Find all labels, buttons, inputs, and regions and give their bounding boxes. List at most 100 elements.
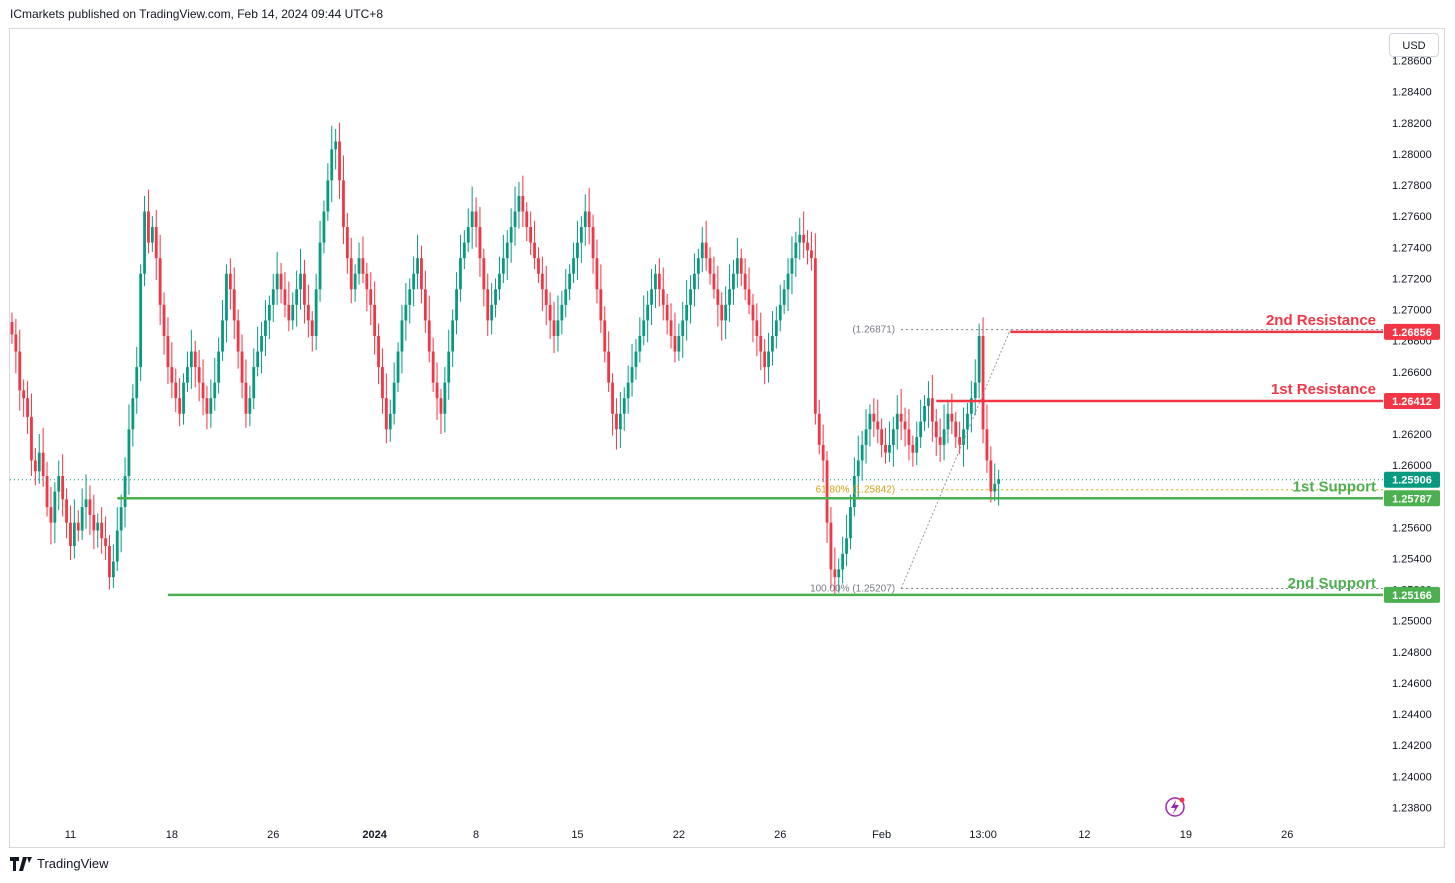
candle-body [919,421,923,438]
current-price-tag-label: 1.25906 [1392,475,1432,487]
candle-body [911,444,915,453]
candle-body [864,429,868,445]
candle-body [439,398,443,414]
candle-body [650,289,653,305]
candle-body [556,320,560,336]
candle-body [802,234,806,243]
candle-body [786,273,790,290]
candle-body [599,289,603,321]
candle-body [537,258,540,274]
candle-body [989,460,993,492]
candle-body [342,180,345,228]
price-tag-2nd-resistance [1384,323,1440,340]
candle-body [938,437,942,445]
candle-body [626,382,630,399]
candle-body [509,227,513,243]
candle-body [927,398,930,406]
price-tag-2nd-support-label: 1.25166 [1392,590,1432,602]
candle-body [646,304,650,321]
candle-body [189,351,193,368]
candle-body [501,258,505,274]
x-tick-label: 26 [774,829,786,841]
candle-body [693,273,696,290]
candle-body [751,304,755,321]
candle-body [907,429,911,445]
candle-body [942,429,946,445]
candle-body [314,289,318,336]
candle-body [470,211,474,228]
candle-body [158,258,162,305]
candle-body [724,304,728,321]
candle-body [435,382,439,399]
candle-body [377,335,380,368]
candle-body [548,304,552,321]
candle-body [774,320,778,336]
candle-body [712,273,716,290]
candle-body [595,258,599,290]
y-tick-label: 1.27000 [1392,305,1432,317]
currency-button[interactable]: USD [1389,33,1439,57]
candle-body [186,367,189,383]
candle-body [232,289,236,321]
candle-body [306,304,310,321]
candle-body [576,242,579,259]
candle-body [275,273,279,290]
candle-body [985,429,989,461]
candle-body [903,421,907,430]
candle-body [18,351,22,391]
candle-body [973,382,977,399]
candle-body [252,367,256,399]
candle-body [841,553,845,570]
candle-body [962,429,965,445]
candle-body [412,273,416,290]
price-tag-2nd-support [1384,586,1440,603]
candle-body [431,351,435,383]
candle-body [763,351,767,368]
flash-icon[interactable] [1165,797,1185,817]
y-tick-label: 1.24600 [1392,678,1432,690]
candle-body [954,421,958,438]
candle-body [154,227,158,259]
candle-body [521,195,525,212]
candle-body [443,382,447,414]
candle-body [451,320,455,352]
candle-body [615,413,618,430]
candle-body [174,382,178,399]
candle-body [661,289,665,305]
candle-body [618,413,622,430]
candle-body [334,141,338,150]
candle-body [30,416,33,461]
candle-body [228,273,232,290]
candle-body [209,398,213,414]
candle-body [529,227,533,243]
candle-body [735,258,739,274]
candle-body [310,320,314,336]
notification-dot-icon [1179,797,1185,803]
y-tick-label: 1.25000 [1392,616,1432,628]
candle-body [759,335,763,352]
candle-body [14,334,18,352]
y-tick-label: 1.26000 [1392,460,1432,472]
candle-body [26,398,29,417]
candle-body [603,320,607,352]
candle-body [771,335,774,352]
candle-body [416,258,419,274]
candle-body [135,367,139,399]
x-tick-label: 26 [1281,829,1293,841]
candle-body [119,507,123,531]
candle-body [946,413,950,430]
candle-body [517,195,521,212]
candle-body [657,273,661,290]
tradingview-footer[interactable]: TradingView [10,856,109,871]
candle-body [303,273,306,305]
y-tick-label: 1.25600 [1392,522,1432,534]
y-tick-label: 1.24400 [1392,709,1432,721]
candle-body [236,320,240,352]
candle-body [108,546,111,578]
candle-body [993,483,997,492]
candle-body [420,258,423,290]
tradingview-logo-icon [10,856,32,871]
candle-body [217,351,221,383]
chart-frame [9,28,1445,848]
